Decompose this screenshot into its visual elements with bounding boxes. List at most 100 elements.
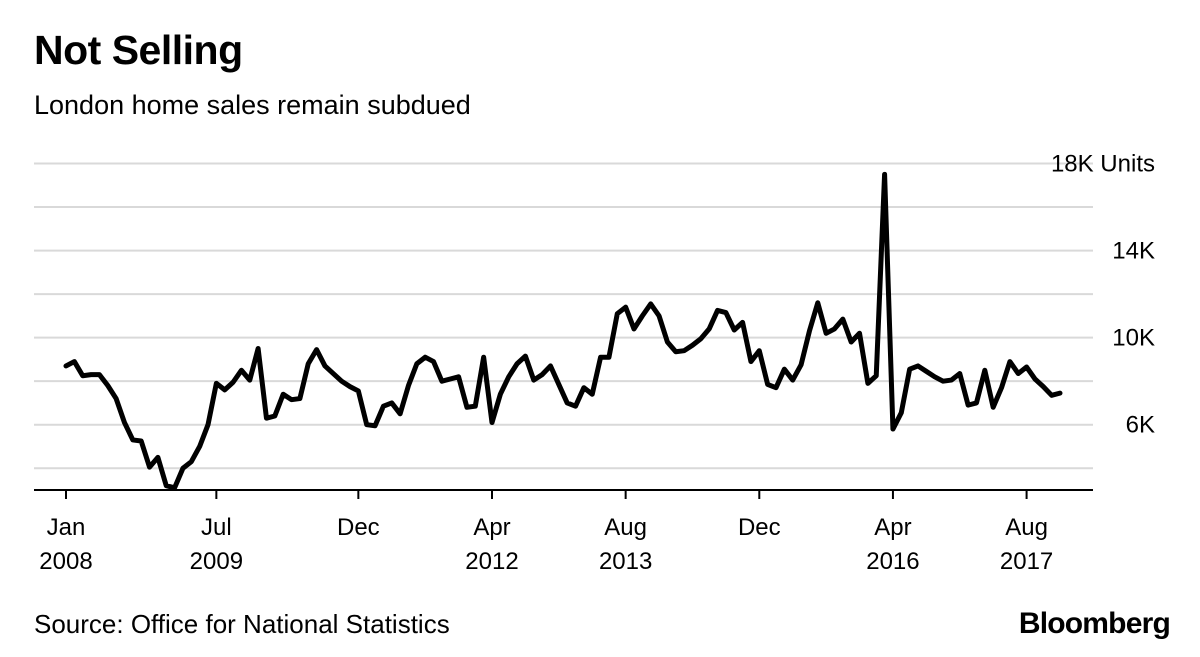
data-point xyxy=(356,388,361,393)
data-point xyxy=(381,404,386,409)
data-point xyxy=(364,422,369,427)
data-point xyxy=(264,416,269,421)
x-tick-month-label: Aug xyxy=(604,514,647,541)
data-point xyxy=(180,466,185,471)
data-point xyxy=(414,361,419,366)
data-point xyxy=(932,374,937,379)
data-point xyxy=(490,420,495,425)
data-point xyxy=(957,371,962,376)
data-point xyxy=(306,361,311,366)
data-point xyxy=(297,396,302,401)
data-point xyxy=(774,385,779,390)
data-point xyxy=(690,343,695,348)
data-point xyxy=(214,381,219,386)
data-point xyxy=(556,382,561,387)
data-point xyxy=(723,310,728,315)
chart-subtitle: London home sales remain subdued xyxy=(34,90,471,120)
x-tick-month-label: Jan xyxy=(47,514,86,541)
data-point xyxy=(606,355,611,360)
x-tick-month-label: Aug xyxy=(1005,514,1048,541)
y-tick-label: 10K xyxy=(1112,325,1155,352)
data-point xyxy=(398,411,403,416)
data-point xyxy=(882,172,887,177)
data-point xyxy=(832,326,837,331)
data-point xyxy=(139,439,144,444)
source-note: Source: Office for National Statistics xyxy=(34,609,450,639)
data-point xyxy=(147,465,152,470)
data-point xyxy=(1049,393,1054,398)
data-point xyxy=(707,326,712,331)
chart-title: Not Selling xyxy=(34,27,243,73)
x-tick-year-label: 2012 xyxy=(465,548,518,575)
data-point xyxy=(1058,391,1063,396)
data-point xyxy=(548,363,553,368)
data-point xyxy=(648,301,653,306)
x-tick-month-label: Dec xyxy=(337,514,380,541)
data-point xyxy=(840,317,845,322)
data-point xyxy=(281,392,286,397)
data-point xyxy=(105,383,110,388)
data-point xyxy=(481,355,486,360)
data-point xyxy=(506,374,511,379)
data-point xyxy=(80,373,85,378)
data-point xyxy=(164,483,169,488)
data-point xyxy=(748,359,753,364)
data-point xyxy=(206,422,211,427)
data-point xyxy=(657,313,662,318)
data-point xyxy=(1041,384,1046,389)
data-point xyxy=(632,326,637,331)
data-point xyxy=(64,363,69,368)
data-point xyxy=(790,378,795,383)
data-point xyxy=(155,455,160,460)
x-axis xyxy=(34,489,1093,499)
data-point xyxy=(473,404,478,409)
data-point xyxy=(698,336,703,341)
data-point xyxy=(899,410,904,415)
x-axis-tick-labels: Jan 2008 Jul 2009 Dec Apr 2012 Aug 2013 Dec Apr 201… xyxy=(39,514,1053,575)
data-point xyxy=(740,320,745,325)
data-point xyxy=(1016,371,1021,376)
x-tick-year-label: 2013 xyxy=(599,548,652,575)
data-point xyxy=(590,392,595,397)
data-point xyxy=(172,485,177,490)
data-point xyxy=(122,420,127,425)
data-point xyxy=(991,405,996,410)
data-point xyxy=(640,313,645,318)
data-point xyxy=(907,367,912,372)
data-point xyxy=(581,385,586,390)
data-point xyxy=(289,397,294,402)
data-point xyxy=(531,378,536,383)
data-point xyxy=(799,362,804,367)
data-point xyxy=(565,400,570,405)
data-point xyxy=(72,359,77,364)
data-point xyxy=(765,382,770,387)
data-point xyxy=(540,372,545,377)
x-tick-year-label: 2008 xyxy=(39,548,92,575)
data-point xyxy=(331,371,336,376)
data-point xyxy=(515,361,520,366)
data-point xyxy=(314,347,319,352)
data-point xyxy=(857,331,862,336)
series-layer xyxy=(63,171,1063,491)
x-tick-month-label: Apr xyxy=(473,514,510,541)
data-point xyxy=(573,404,578,409)
data-point xyxy=(673,349,678,354)
x-tick-year-label: 2017 xyxy=(1000,548,1053,575)
data-point xyxy=(807,329,812,334)
data-point xyxy=(865,381,870,386)
data-point xyxy=(197,444,202,449)
data-point xyxy=(406,383,411,388)
data-point xyxy=(373,423,378,428)
data-point xyxy=(665,339,670,344)
data-point xyxy=(949,378,954,383)
data-point xyxy=(322,363,327,368)
data-point xyxy=(849,339,854,344)
data-point xyxy=(247,378,252,383)
gridlines xyxy=(34,162,1093,470)
data-point xyxy=(239,368,244,373)
data-point xyxy=(431,359,436,364)
data-point xyxy=(231,380,236,385)
data-point xyxy=(423,355,428,360)
data-point xyxy=(97,372,102,377)
